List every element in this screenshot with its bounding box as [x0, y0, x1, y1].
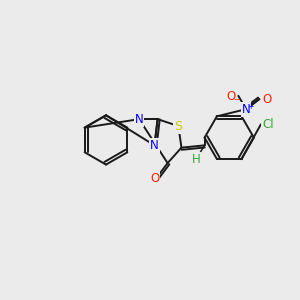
Text: +: + — [247, 102, 253, 111]
Text: S: S — [174, 120, 182, 133]
Text: O: O — [262, 93, 272, 106]
Text: −: − — [233, 95, 240, 104]
Text: O: O — [150, 172, 159, 185]
Text: N: N — [135, 113, 143, 126]
Text: N: N — [242, 103, 250, 116]
Text: O: O — [226, 90, 236, 103]
Text: N: N — [150, 139, 159, 152]
Text: H: H — [192, 153, 200, 166]
Text: Cl: Cl — [262, 118, 274, 131]
